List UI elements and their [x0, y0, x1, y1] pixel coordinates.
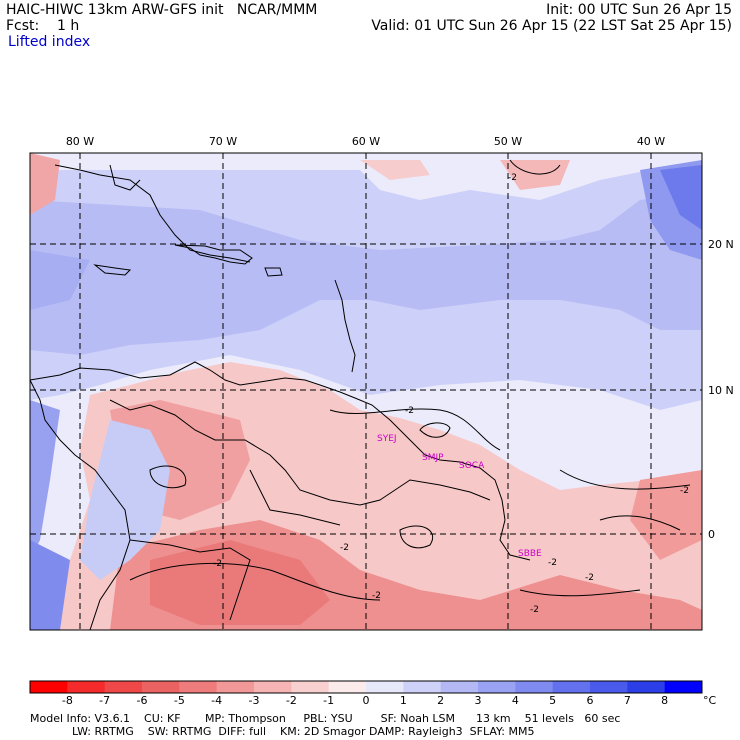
legend-tick-label: -8: [62, 694, 73, 707]
model-info-line2: LW: RRTMG SW: RRTMG DIFF: full KM: 2D Sm…: [30, 725, 535, 738]
legend-swatch: [478, 681, 516, 693]
legend-swatch: [254, 681, 292, 693]
legend-tick-label: -3: [249, 694, 260, 707]
legend-swatch: [104, 681, 143, 693]
legend-swatch: [179, 681, 218, 693]
station-sbbe: SBBE: [518, 549, 542, 559]
contour-label: -2: [530, 605, 539, 615]
forecast-hour: Fcst: 1 h: [6, 18, 80, 34]
contour-label: -2: [405, 406, 414, 416]
legend-tick-label: 7: [624, 694, 631, 707]
legend-swatch: [552, 681, 591, 693]
lon-label-80w: 80 W: [66, 135, 94, 148]
legend-tick-label: -6: [137, 694, 148, 707]
legend-unit: °C: [703, 694, 717, 707]
contour-label: -2: [213, 559, 222, 569]
color-legend: [29, 680, 703, 694]
station-soca: SOCA: [459, 461, 485, 471]
init-time: Init: 00 UTC Sun 26 Apr 15: [546, 2, 732, 18]
legend-tick-label: 1: [400, 694, 407, 707]
legend-tick-label: 5: [549, 694, 556, 707]
legend-tick-label: -4: [211, 694, 222, 707]
station-smjp: SMJP: [422, 453, 444, 463]
contour-label: -2: [372, 591, 381, 601]
valid-time: Valid: 01 UTC Sun 26 Apr 15 (22 LST Sat …: [371, 18, 732, 34]
contours: [129, 159, 691, 601]
station-syej: SYEJ: [377, 434, 397, 444]
legend-swatch: [590, 681, 628, 693]
legend-swatch: [664, 681, 703, 693]
contour-label: -2: [340, 543, 349, 553]
lon-label-70w: 70 W: [209, 135, 237, 148]
map-frame: [29, 152, 703, 631]
lat-label-0: 0: [708, 528, 715, 541]
legend-tick-label: 6: [587, 694, 594, 707]
model-info-line1: Model Info: V3.6.1 CU: KF MP: Thompson P…: [30, 712, 621, 725]
legend-swatch: [30, 681, 68, 693]
legend-swatch: [403, 681, 442, 693]
legend-frame: [29, 680, 703, 694]
lat-label-10n: 10 N: [708, 384, 734, 397]
contour-label: -2: [548, 558, 557, 568]
contour-label: -2: [585, 573, 594, 583]
legend-swatch: [216, 681, 255, 693]
legend-swatch: [291, 681, 330, 693]
coastlines: [30, 164, 531, 630]
contour-label: -2: [680, 486, 689, 496]
map-field: [30, 153, 702, 630]
graticule: [30, 153, 702, 630]
legend-swatch: [515, 681, 554, 693]
lon-label-60w: 60 W: [352, 135, 380, 148]
legend-tick-label: -2: [286, 694, 297, 707]
contour-label: -2: [508, 173, 517, 183]
legend-swatch: [627, 681, 666, 693]
lon-label-50w: 50 W: [494, 135, 522, 148]
legend-tick-label: 0: [363, 694, 370, 707]
header-title: HAIC-HIWC 13km ARW-GFS init NCAR/MMM: [6, 2, 318, 18]
legend-tick-label: 2: [437, 694, 444, 707]
legend-swatch: [67, 681, 106, 693]
legend-swatch: [366, 681, 404, 693]
legend-tick-label: 4: [512, 694, 519, 707]
legend-tick-label: -1: [323, 694, 334, 707]
legend-swatch: [328, 681, 367, 693]
legend-swatch: [142, 681, 180, 693]
legend-swatch: [440, 681, 479, 693]
lat-label-20n: 20 N: [708, 238, 734, 251]
field-name: Lifted index: [8, 34, 91, 50]
legend-tick-label: -7: [99, 694, 110, 707]
legend-tick-label: 8: [661, 694, 668, 707]
legend-tick-label: 3: [475, 694, 482, 707]
lon-label-40w: 40 W: [637, 135, 665, 148]
legend-tick-label: -5: [174, 694, 185, 707]
legend-ticks: -8 -7 -6 -5 -4 -3 -2 -1 0 1 2 3 4 5 6 7 8: [62, 694, 668, 707]
